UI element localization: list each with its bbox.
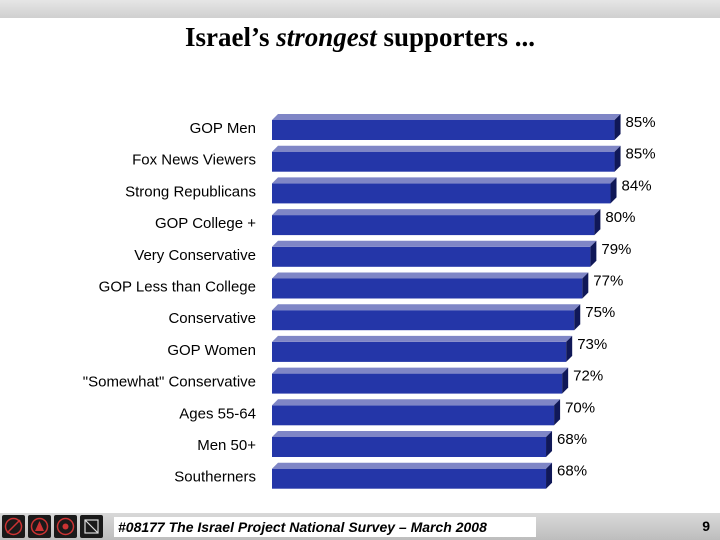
- footer-survey-text: #08177 The Israel Project National Surve…: [114, 517, 536, 537]
- value-label: 84%: [622, 177, 652, 194]
- logo-icon-1: [2, 515, 25, 538]
- bar-top-face: [272, 304, 581, 311]
- top-bar: [0, 0, 720, 18]
- bar: [272, 468, 547, 489]
- page-title: Israel’s strongest supporters ...: [184, 22, 536, 52]
- bar-side-face: [562, 367, 569, 394]
- bar-side-face: [614, 145, 621, 172]
- category-label: GOP Women: [167, 342, 256, 359]
- bar-group: [272, 431, 553, 457]
- bar-group: [272, 177, 617, 204]
- bar-top-face: [272, 177, 617, 184]
- bar: [272, 120, 615, 140]
- bar: [272, 151, 615, 172]
- bar-side-face: [546, 431, 553, 457]
- bar-top-face: [272, 367, 569, 374]
- bar-side-face: [610, 177, 617, 204]
- bar-side-face: [554, 399, 561, 426]
- bar-group: [272, 209, 601, 236]
- bar-group: [272, 145, 621, 172]
- bar: [272, 437, 547, 457]
- footer-bar: #08177 The Israel Project National Surve…: [0, 513, 720, 540]
- bar: [272, 215, 595, 236]
- value-label: 73%: [577, 336, 607, 353]
- bar-top-face: [272, 209, 601, 216]
- bar-side-face: [594, 209, 601, 236]
- value-label: 77%: [593, 273, 623, 290]
- bar-group: [272, 240, 597, 267]
- logo-icon-3: [54, 515, 77, 538]
- bar-side-face: [582, 272, 589, 299]
- bar-group: [272, 304, 581, 331]
- bar-top-face: [272, 114, 621, 120]
- category-label: Ages 55-64: [179, 405, 256, 422]
- category-label: "Somewhat" Conservative: [83, 374, 256, 391]
- bar: [272, 278, 583, 299]
- category-label: Conservative: [168, 310, 256, 327]
- bar-group: [272, 399, 561, 426]
- category-label: GOP College +: [155, 215, 256, 232]
- footer-logos: [2, 515, 103, 538]
- value-label: 72%: [573, 368, 603, 385]
- bar: [272, 183, 611, 204]
- category-label: Men 50+: [197, 437, 256, 454]
- bar-top-face: [272, 272, 589, 279]
- category-label: Very Conservative: [134, 247, 256, 264]
- bar: [272, 373, 563, 394]
- bar-chart: GOP Men 85% Fox News Viewers 85% Strong Repu…: [83, 114, 656, 489]
- value-label: 70%: [565, 399, 595, 416]
- value-label: 68%: [557, 431, 587, 448]
- bar-group: [272, 462, 553, 489]
- page-number: 9: [702, 518, 710, 534]
- bar-top-face: [272, 240, 597, 247]
- category-label: Fox News Viewers: [132, 152, 256, 169]
- bar-top-face: [272, 335, 573, 342]
- value-label: 85%: [626, 146, 656, 163]
- value-label: 68%: [557, 463, 587, 480]
- bar-top-face: [272, 399, 561, 406]
- bar-side-face: [590, 240, 597, 267]
- bar-group: [272, 272, 589, 299]
- bar-side-face: [574, 304, 581, 331]
- bar: [272, 405, 555, 426]
- bar-top-face: [272, 462, 553, 469]
- bar-side-face: [614, 114, 621, 140]
- bar: [272, 246, 591, 267]
- logo-icon-4: [80, 515, 103, 538]
- bar-group: [272, 367, 569, 394]
- value-label: 79%: [601, 241, 631, 258]
- bar-side-face: [566, 335, 573, 362]
- value-label: 75%: [585, 304, 615, 321]
- category-label: Strong Republicans: [125, 183, 256, 200]
- category-label: GOP Men: [190, 120, 256, 137]
- bar-top-face: [272, 145, 621, 152]
- bar-group: [272, 335, 573, 362]
- logo-icon-2: [28, 515, 51, 538]
- bar: [272, 310, 575, 331]
- value-label: 85%: [626, 114, 656, 131]
- value-label: 80%: [605, 209, 635, 226]
- bar-top-face: [272, 431, 553, 437]
- bar-side-face: [546, 462, 553, 489]
- category-label: Southerners: [174, 469, 256, 486]
- bar-group: [272, 114, 621, 140]
- category-label: GOP Less than College: [99, 279, 256, 296]
- bar: [272, 341, 567, 362]
